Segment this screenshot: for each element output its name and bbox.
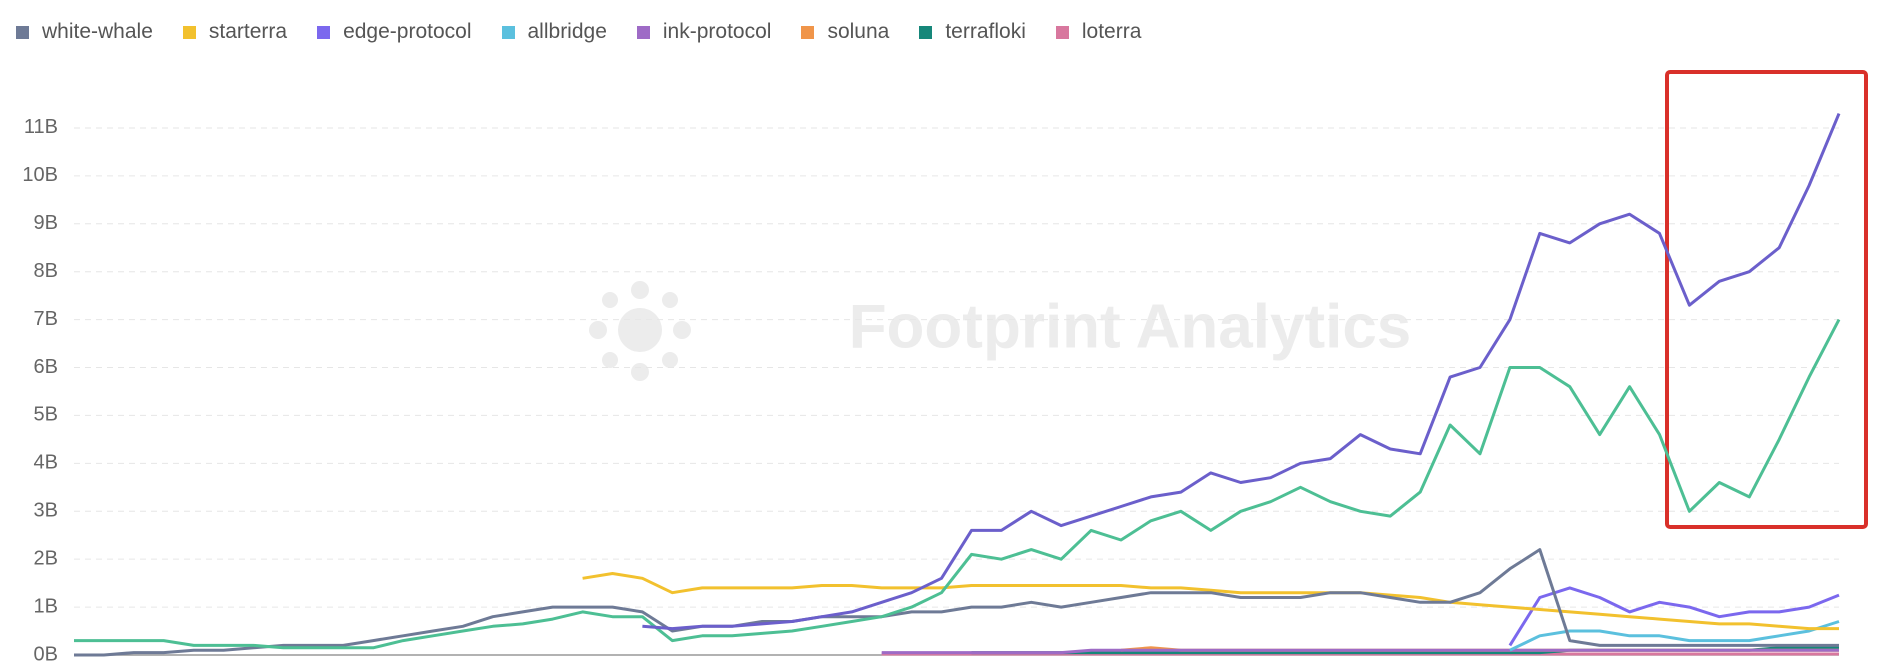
legend-swatch xyxy=(16,25,29,39)
series-line xyxy=(1509,620,1840,652)
legend-label: terrafloki xyxy=(945,20,1026,43)
legend-swatch xyxy=(501,25,515,39)
y-tick-label: 9B xyxy=(34,212,58,234)
y-tick-label: 2B xyxy=(34,547,58,569)
y-tick-label: 3B xyxy=(34,500,58,522)
legend-swatch xyxy=(919,25,933,39)
legend-item[interactable]: terrafloki xyxy=(919,20,1026,44)
y-tick-label: 7B xyxy=(34,308,58,330)
legend-label: ink-protocol xyxy=(662,20,772,43)
series-line xyxy=(582,572,1839,631)
series-line xyxy=(74,318,1841,650)
watermark-logo xyxy=(589,281,691,381)
legend-swatch xyxy=(1055,25,1069,39)
legend-item[interactable]: loterra xyxy=(1055,20,1142,44)
y-tick-label: 0B xyxy=(34,643,58,665)
legend-label: soluna xyxy=(827,20,890,43)
legend-label: white-whale xyxy=(42,20,153,43)
legend-swatch xyxy=(801,25,815,39)
series-line xyxy=(881,648,1839,655)
legend-item[interactable]: allbridge xyxy=(501,20,607,44)
y-tick-label: 6B xyxy=(34,356,58,378)
y-tick-label: 4B xyxy=(34,452,58,474)
y-tick-label: 5B xyxy=(34,404,58,426)
legend-swatch xyxy=(317,25,331,39)
y-tick-label: 10B xyxy=(22,164,58,186)
legend-item[interactable]: white-whale xyxy=(16,20,153,44)
legend-swatch xyxy=(182,25,196,39)
legend-label: edge-protocol xyxy=(343,20,472,43)
series-line xyxy=(74,548,1839,657)
highlight-box xyxy=(1665,70,1868,529)
legend-item[interactable]: edge-protocol xyxy=(317,20,472,44)
legend: white-whale starterra edge-protocol allbrid… xyxy=(16,20,1141,44)
series-line xyxy=(1508,586,1840,647)
legend-item[interactable]: ink-protocol xyxy=(636,20,772,44)
y-tick-label: 1B xyxy=(34,595,58,617)
legend-item[interactable]: soluna xyxy=(801,20,889,44)
legend-label: starterra xyxy=(208,20,288,43)
legend-label: allbridge xyxy=(527,20,607,43)
series-line xyxy=(642,113,1841,631)
legend-item[interactable]: starterra xyxy=(182,20,288,44)
y-tick-label: 11B xyxy=(24,116,58,138)
legend-label: loterra xyxy=(1081,20,1142,43)
legend-swatch xyxy=(636,25,650,39)
watermark: Footprint Analytics xyxy=(849,292,1412,361)
y-tick-label: 8B xyxy=(34,260,58,282)
